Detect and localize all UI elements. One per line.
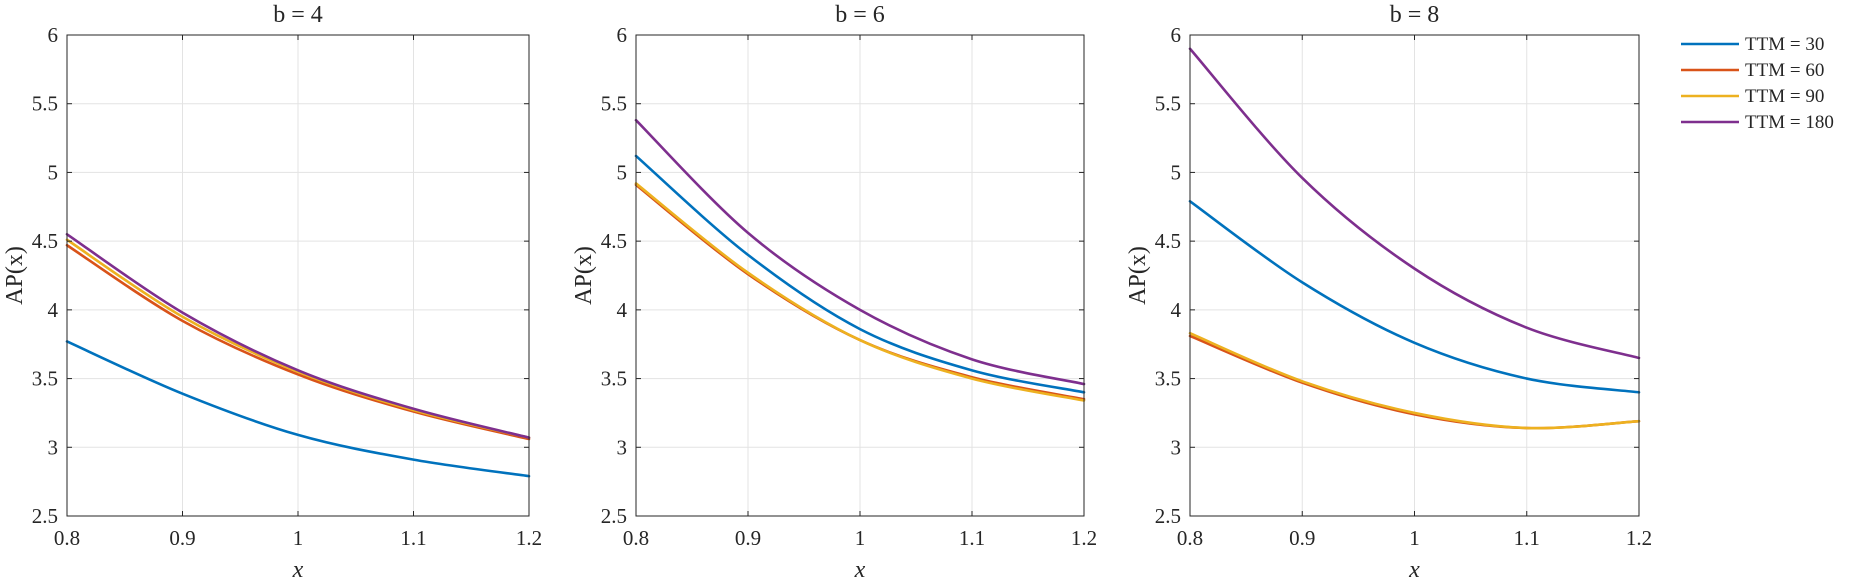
y-tick-label: 6 [617, 23, 628, 47]
series-line-ttm-90 [634, 182, 1086, 402]
x-tick-label: 0.8 [54, 526, 80, 550]
x-axis-label: x [1408, 557, 1420, 580]
legend-entry-label: TTM = 90 [1745, 86, 1824, 107]
x-tick-label: 0.8 [623, 526, 649, 550]
y-tick-label: 6 [48, 23, 59, 47]
y-axis-label: AP(x) [2, 246, 28, 305]
x-tick-label: 1.1 [400, 526, 426, 550]
x-tick-label: 1.2 [1626, 526, 1652, 550]
y-tick-label: 4.5 [601, 229, 627, 253]
chart-title: b = 8 [1390, 2, 1440, 28]
y-tick-label: 5.5 [1155, 92, 1181, 116]
y-tick-label: 3 [48, 435, 59, 459]
y-tick-label: 5 [48, 160, 59, 184]
panels: 0.8 0.9 1 1.1 1.2 2.5 3 3.5 4 4.5 5 5.5 6 b = 4 x AP(x)… [2, 2, 1652, 580]
x-tick-label: 1.1 [1514, 526, 1540, 550]
chart-title: b = 4 [273, 2, 323, 28]
y-tick-label: 5 [617, 160, 628, 184]
y-tick-label: 3 [1171, 435, 1182, 459]
series-line-ttm-30 [1188, 199, 1641, 394]
series-line-ttm-90 [1188, 331, 1641, 430]
chart-panel-1: 0.8 0.9 1 1.1 1.2 2.5 3 3.5 4 4.5 5 5.5 6 b = 4 x AP(x) [2, 2, 542, 580]
y-axis-label: AP(x) [571, 246, 597, 305]
y-axis-label: AP(x) [1125, 246, 1151, 305]
y-tick-label: 2.5 [601, 504, 627, 528]
legend-entry-label: TTM = 60 [1745, 60, 1824, 81]
chart-panel-2: 0.8 0.9 1 1.1 1.2 2.5 3 3.5 4 4.5 5 5.5 6 b = 6 x AP(x) [571, 2, 1097, 580]
y-tick-label: 3 [617, 435, 628, 459]
chart-title: b = 6 [835, 2, 885, 28]
x-tick-label: 0.9 [1289, 526, 1315, 550]
x-tick-label: 1 [1409, 526, 1420, 550]
x-tick-label: 0.9 [169, 526, 195, 550]
y-tick-label: 4 [48, 298, 59, 322]
y-tick-label: 2.5 [1155, 504, 1181, 528]
y-tick-label: 3.5 [32, 367, 58, 391]
y-tick-label: 3.5 [601, 367, 627, 391]
x-axis-label: x [292, 557, 304, 580]
grid [1189, 34, 1640, 517]
y-tick-label: 4 [1171, 298, 1182, 322]
y-tick-label: 4.5 [1155, 229, 1181, 253]
x-tick-label: 0.9 [735, 526, 761, 550]
y-tick-label: 4 [617, 298, 628, 322]
y-tick-label: 3.5 [1155, 367, 1181, 391]
y-tick-label: 5.5 [601, 92, 627, 116]
series-line-ttm-30 [65, 340, 531, 478]
x-tick-label: 1 [293, 526, 304, 550]
y-tick-label: 5 [1171, 160, 1182, 184]
chart-panel-3: 0.8 0.9 1 1.1 1.2 2.5 3 3.5 4 4.5 5 5.5 6 b = 8 x AP(x) [1125, 2, 1652, 580]
x-tick-label: 1 [855, 526, 866, 550]
series-line-ttm-180 [1188, 47, 1641, 360]
series-line-ttm-180 [634, 118, 1086, 386]
legend: TTM = 30 TTM = 60 TTM = 90 TTM = 180 [1676, 27, 1850, 143]
y-tick-label: 6 [1171, 23, 1182, 47]
y-tick-label: 5.5 [32, 92, 58, 116]
series-line-ttm-30 [634, 154, 1086, 394]
y-tick-label: 2.5 [32, 504, 58, 528]
y-tick-label: 4.5 [32, 229, 58, 253]
x-tick-label: 1.1 [959, 526, 985, 550]
series-line-ttm-180 [65, 232, 531, 439]
x-tick-label: 1.2 [1071, 526, 1097, 550]
legend-entry-label: TTM = 30 [1745, 34, 1824, 55]
x-tick-label: 0.8 [1177, 526, 1203, 550]
x-tick-label: 1.2 [516, 526, 542, 550]
x-axis-label: x [854, 557, 866, 580]
legend-entry-label: TTM = 180 [1745, 112, 1834, 133]
